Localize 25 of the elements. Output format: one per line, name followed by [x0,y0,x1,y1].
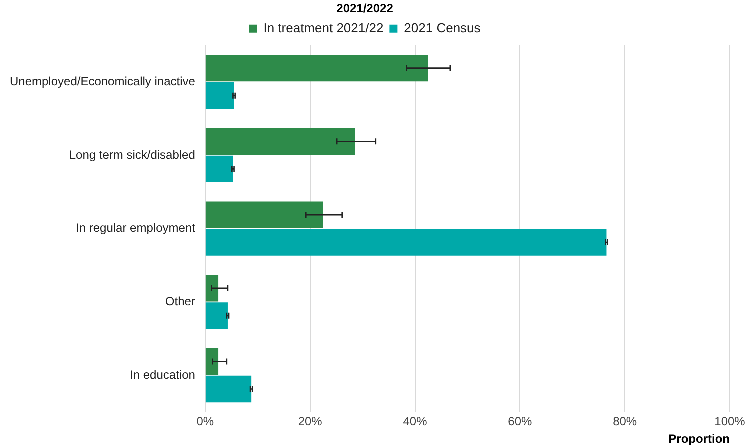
bar [206,128,356,156]
bar [206,229,607,256]
x-tick-label: 80% [613,414,638,429]
x-tick-label: 0% [196,414,214,429]
bar [206,156,234,183]
bar [206,376,252,403]
legend-label: In treatment 2021/22 [264,20,384,36]
y-tick-label: Long term sick/disabled [69,148,196,162]
y-tick-label: Unemployed/Economically inactive [10,74,196,88]
y-tick-label: In regular employment [76,221,196,236]
y-tick-label: Other [165,294,196,308]
bar [206,275,219,302]
x-tick-label: 20% [298,414,323,429]
x-tick-label: 100% [714,414,746,429]
legend-label: 2021 Census [404,20,482,36]
y-tick-label: In education [130,368,196,382]
bar [206,302,228,330]
bar [206,54,428,82]
bar [206,82,234,110]
x-axis-title: Proportion [668,432,730,446]
x-tick-label: 60% [508,414,532,429]
chart-title: 2021/2022 [336,2,394,16]
bar [206,202,324,228]
x-tick-label: 40% [403,414,428,429]
bar [206,348,219,376]
